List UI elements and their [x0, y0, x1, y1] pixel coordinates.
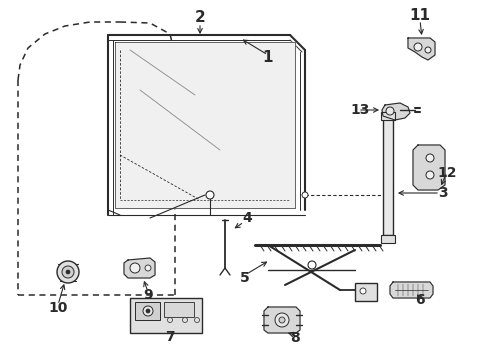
Circle shape	[414, 43, 422, 51]
Bar	[381, 112, 395, 120]
Text: 10: 10	[49, 301, 68, 315]
Circle shape	[57, 261, 79, 283]
Circle shape	[168, 318, 172, 323]
Circle shape	[302, 192, 308, 198]
Bar	[383, 115, 393, 235]
Polygon shape	[390, 282, 433, 298]
Circle shape	[66, 270, 70, 274]
Circle shape	[275, 313, 289, 327]
Text: 13: 13	[350, 103, 369, 117]
Text: 1: 1	[263, 50, 273, 66]
Polygon shape	[264, 307, 300, 333]
Circle shape	[426, 154, 434, 162]
Bar	[164, 302, 194, 317]
Bar	[381, 235, 395, 243]
Circle shape	[130, 263, 140, 273]
Text: 11: 11	[410, 8, 431, 22]
Text: 3: 3	[438, 186, 448, 200]
Circle shape	[195, 318, 199, 323]
Text: 12: 12	[437, 166, 457, 180]
Text: 2: 2	[195, 10, 205, 26]
Circle shape	[146, 309, 150, 313]
Text: 9: 9	[143, 288, 153, 302]
Polygon shape	[382, 103, 410, 120]
Polygon shape	[413, 145, 445, 190]
Polygon shape	[124, 258, 155, 278]
Circle shape	[182, 318, 188, 323]
Text: 4: 4	[242, 211, 252, 225]
Text: 8: 8	[290, 331, 300, 345]
Circle shape	[143, 306, 153, 316]
Circle shape	[425, 47, 431, 53]
Bar	[135, 302, 160, 320]
Circle shape	[145, 265, 151, 271]
Polygon shape	[115, 42, 295, 208]
Polygon shape	[408, 38, 435, 60]
Circle shape	[206, 191, 214, 199]
Text: 7: 7	[165, 330, 175, 344]
Circle shape	[308, 261, 316, 269]
Circle shape	[360, 288, 366, 294]
Bar	[355, 283, 377, 301]
Text: 6: 6	[415, 293, 425, 307]
Bar	[130, 298, 202, 333]
Circle shape	[426, 171, 434, 179]
Circle shape	[62, 266, 74, 278]
Circle shape	[279, 317, 285, 323]
Circle shape	[386, 107, 394, 115]
Text: 5: 5	[240, 271, 250, 285]
